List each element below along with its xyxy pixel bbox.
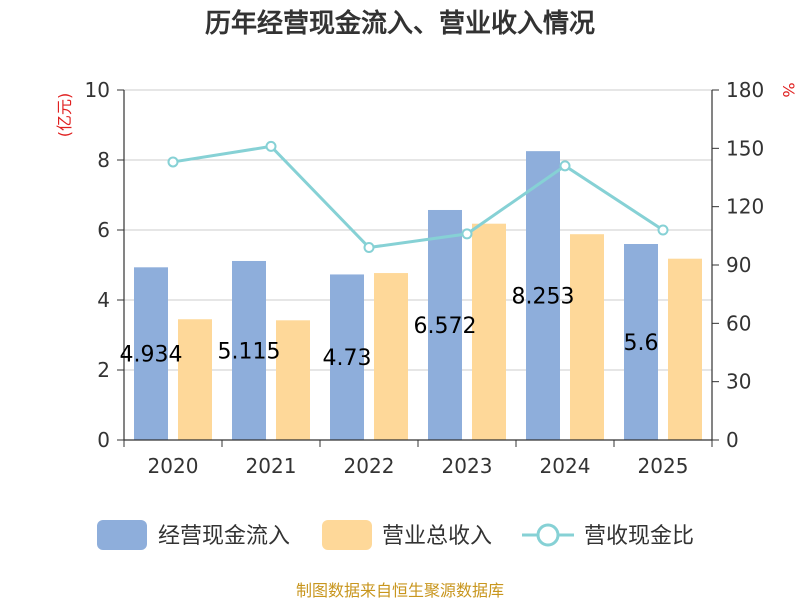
ratio-point	[265, 140, 277, 152]
data-labels: 4.934 5.115 4.73 6.572 8.253 5.6	[120, 285, 659, 372]
x-axis-tick-label: 2024	[540, 454, 591, 478]
legend-label-revenue: 营业总收入	[382, 524, 492, 549]
legend-swatch-cash-inflow	[97, 520, 147, 550]
right-axis-tick-label: 120	[726, 195, 764, 219]
right-axis-tick-label: 60	[726, 311, 751, 335]
bar-revenue	[668, 258, 702, 440]
bar-cash-inflow	[232, 260, 266, 440]
left-axis-tick-label: 6	[97, 218, 110, 242]
bar-cash-inflow	[428, 209, 462, 440]
gridlines	[124, 89, 712, 371]
right-axis-tick-label: 0	[726, 428, 739, 452]
ratio-line	[167, 140, 669, 253]
ratio-series-line	[172, 144, 664, 250]
bars	[134, 151, 702, 440]
bar-revenue	[276, 320, 310, 440]
right-axis-tick-label: 90	[726, 253, 751, 277]
tick-labels: 0 2 4 6 8 10 0 30 60 90 120 150 180 2020 2021 2022 2023 2…	[85, 78, 765, 478]
left-axis-tick-label: 4	[97, 288, 110, 312]
data-label-cash-inflow: 4.934	[120, 343, 183, 368]
left-axis-tick-label: 10	[85, 78, 110, 102]
legend: 经营现金流入 营业总收入 营收现金比	[97, 520, 694, 550]
ratio-point	[363, 242, 375, 253]
ratio-point	[167, 156, 179, 168]
right-axis-tick-label: 30	[726, 370, 751, 394]
bar-revenue	[472, 223, 506, 440]
bar-cash-inflow	[134, 267, 168, 440]
bar-revenue	[570, 234, 604, 440]
bar-revenue	[374, 273, 408, 440]
x-axis-tick-label: 2022	[344, 454, 395, 478]
chart-title: 历年经营现金流入、营业收入情况	[205, 8, 595, 39]
source-note: 制图数据来自恒生聚源数据库	[296, 581, 504, 600]
data-label-cash-inflow: 8.253	[512, 285, 575, 310]
data-label-cash-inflow: 5.6	[624, 331, 659, 356]
x-axis-tick-label: 2021	[246, 454, 297, 478]
ratio-point	[559, 160, 571, 172]
x-axis-tick-label: 2023	[442, 454, 493, 478]
axes	[117, 89, 719, 447]
bar-revenue	[178, 319, 212, 440]
ratio-point	[657, 224, 669, 236]
legend-marker-ratio	[536, 523, 560, 547]
left-axis-tick-label: 0	[97, 428, 110, 452]
right-axis-tick-label: 180	[726, 78, 764, 102]
x-axis-tick-label: 2020	[148, 454, 199, 478]
legend-label-ratio: 营收现金比	[584, 524, 694, 549]
left-axis-tick-label: 8	[97, 148, 110, 172]
left-axis-tick-label: 2	[97, 358, 110, 382]
ratio-point	[461, 228, 473, 240]
x-axis-tick-label: 2025	[638, 454, 689, 478]
legend-label-cash-inflow: 经营现金流入	[158, 524, 290, 549]
data-label-cash-inflow: 4.73	[323, 346, 372, 371]
right-axis-tick-label: 150	[726, 136, 764, 160]
legend-swatch-revenue	[322, 520, 372, 550]
left-axis-unit: (亿元)	[55, 93, 74, 138]
bar-cash-inflow	[624, 244, 658, 440]
right-axis-unit: %	[779, 82, 798, 97]
bar-cash-inflow	[526, 151, 560, 440]
data-label-cash-inflow: 6.572	[414, 314, 477, 339]
data-label-cash-inflow: 5.115	[218, 339, 281, 364]
bar-cash-inflow	[330, 274, 364, 440]
